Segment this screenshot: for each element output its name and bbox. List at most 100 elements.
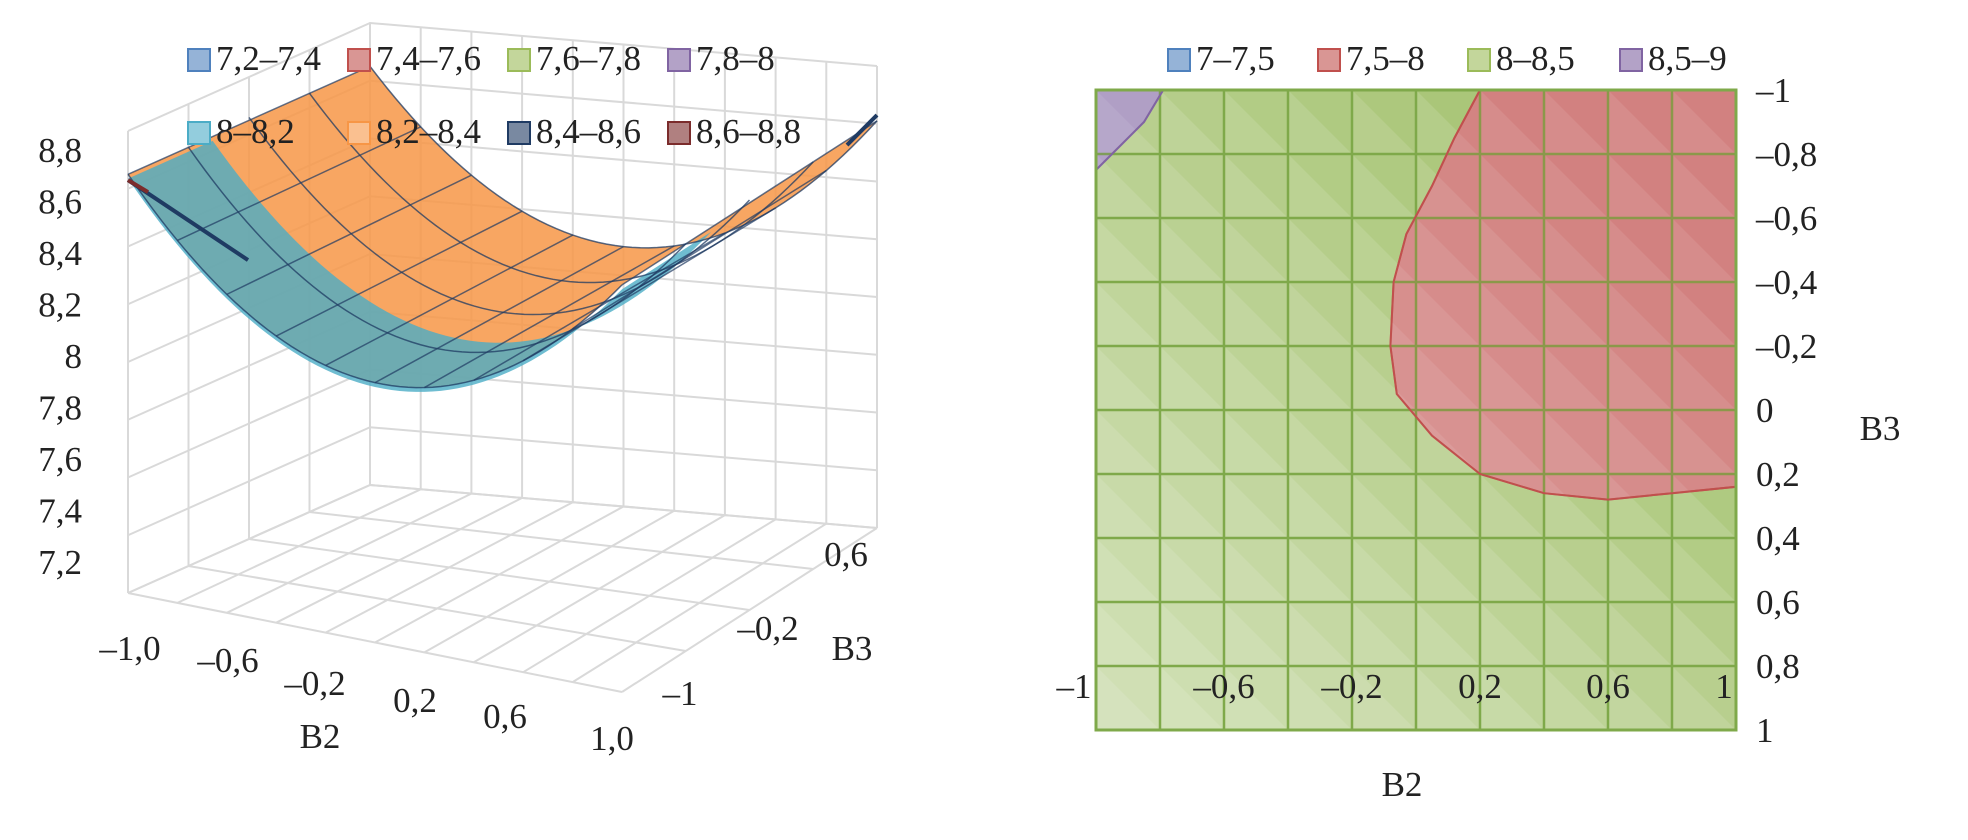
legend-label: 8,4–8,6 <box>536 112 641 151</box>
cell-highlight <box>1352 474 1416 538</box>
cell-facet <box>1480 218 1544 282</box>
cell-facet <box>1416 154 1480 218</box>
cell-highlight <box>1416 282 1480 346</box>
y-tick-label: 0,4 <box>1756 519 1800 558</box>
cell-highlight <box>1672 666 1736 730</box>
cell-facet <box>1672 538 1736 602</box>
cell-highlight <box>1096 90 1160 154</box>
cell-highlight <box>1160 154 1224 218</box>
cell-highlight <box>1224 154 1288 218</box>
cell-facet <box>1608 666 1672 730</box>
y-tick-label: 0,8 <box>1756 647 1800 686</box>
legend-swatch <box>507 48 531 72</box>
cell-facet <box>1608 282 1672 346</box>
cell-highlight <box>1160 474 1224 538</box>
cell-facet <box>1544 90 1608 154</box>
cell-facet <box>1096 218 1160 282</box>
surface-strand <box>374 245 624 384</box>
cell-highlight <box>1608 474 1672 538</box>
y-tick-label: 0,6 <box>824 535 868 574</box>
plot-border <box>1094 88 1738 732</box>
cell-facet <box>1352 666 1416 730</box>
legend-label: 7,2–7,4 <box>216 39 321 78</box>
cell-highlight <box>1672 474 1736 538</box>
cell-highlight <box>1224 410 1288 474</box>
cell-facet <box>1352 218 1416 282</box>
cell-highlight <box>1288 538 1352 602</box>
contour-legend: 7–7,5 7,5–8 8–8,5 8,5–9 <box>1167 39 1727 78</box>
cell-highlight <box>1480 346 1544 410</box>
cell-facet <box>1288 346 1352 410</box>
cell-highlight <box>1288 90 1352 154</box>
cell-facet <box>1352 474 1416 538</box>
cell-facet <box>1544 410 1608 474</box>
cell-highlight <box>1096 666 1160 730</box>
contour-x-axis-title: B2 <box>1382 765 1423 804</box>
cell-facet <box>1480 666 1544 730</box>
cell-highlight <box>1352 218 1416 282</box>
cell-highlight <box>1416 154 1480 218</box>
cell-highlight <box>1480 218 1544 282</box>
legend-label: 8–8,5 <box>1496 39 1575 78</box>
legend-swatch <box>507 121 531 145</box>
cell-facet <box>1416 602 1480 666</box>
contour-chart: 7–7,5 7,5–8 8–8,5 8,5–9 –1 –0,6 –0,2 0,2 0,6 1 –… <box>1056 39 1901 804</box>
cell-facet <box>1544 218 1608 282</box>
cell-facet <box>1608 538 1672 602</box>
cell-facet <box>1224 154 1288 218</box>
grid-line <box>127 592 623 693</box>
cell-facet <box>1160 90 1224 154</box>
cell-facet <box>1672 410 1736 474</box>
z-tick-label: 8,8 <box>38 131 82 170</box>
contour-shading <box>1096 90 1736 730</box>
cell-highlight <box>1160 218 1224 282</box>
cell-facet <box>1480 602 1544 666</box>
cell-facet <box>1544 666 1608 730</box>
z-tick-label: 7,8 <box>38 389 82 428</box>
surface-edge <box>126 178 250 262</box>
y-tick-label: –0,2 <box>736 609 798 648</box>
cell-highlight <box>1288 218 1352 282</box>
cell-highlight <box>1480 474 1544 538</box>
cell-highlight <box>1608 410 1672 474</box>
legend-swatch <box>1619 48 1643 72</box>
cell-facet <box>1096 474 1160 538</box>
cell-facet <box>1224 602 1288 666</box>
cell-facet <box>1288 90 1352 154</box>
grid-line <box>248 538 750 611</box>
z-tick-label: 7,2 <box>38 543 82 582</box>
contour-grid <box>1094 88 1738 732</box>
cell-facet <box>1160 410 1224 474</box>
cell-facet <box>1160 282 1224 346</box>
cell-highlight <box>1288 602 1352 666</box>
cell-facet <box>1224 666 1288 730</box>
cell-highlight <box>1096 602 1160 666</box>
cell-facet <box>1096 90 1160 154</box>
y-tick-label: 0,6 <box>1756 583 1800 622</box>
contour-region-outline <box>1389 89 1737 501</box>
cell-facet <box>1544 602 1608 666</box>
surface-chart-x-axis-title: B2 <box>300 717 341 756</box>
cell-facet <box>1672 666 1736 730</box>
legend-swatch <box>347 121 371 145</box>
cell-highlight <box>1416 218 1480 282</box>
cell-highlight <box>1096 474 1160 538</box>
cell-facet <box>1608 602 1672 666</box>
surface-chart-surface <box>126 65 879 392</box>
surface-chart-z-ticks: 8,8 8,6 8,4 8,2 8 7,8 7,6 7,4 7,2 <box>38 131 82 582</box>
cell-highlight <box>1288 346 1352 410</box>
legend-swatch <box>187 121 211 145</box>
cell-facet <box>1608 410 1672 474</box>
cell-facet <box>1224 538 1288 602</box>
cell-highlight <box>1480 282 1544 346</box>
cell-highlight <box>1160 410 1224 474</box>
cell-facet <box>1416 346 1480 410</box>
cell-highlight <box>1288 666 1352 730</box>
cell-highlight <box>1096 346 1160 410</box>
cell-highlight <box>1224 90 1288 154</box>
surface-strand <box>325 234 574 367</box>
surface-chart: 7,2–7,4 7,4–7,6 7,6–7,8 7,8–8 8–8,2 8,2–8,4 8,… <box>38 21 879 758</box>
x-tick-label: 0,6 <box>1586 667 1630 706</box>
cell-highlight <box>1096 538 1160 602</box>
cell-facet <box>1096 154 1160 218</box>
